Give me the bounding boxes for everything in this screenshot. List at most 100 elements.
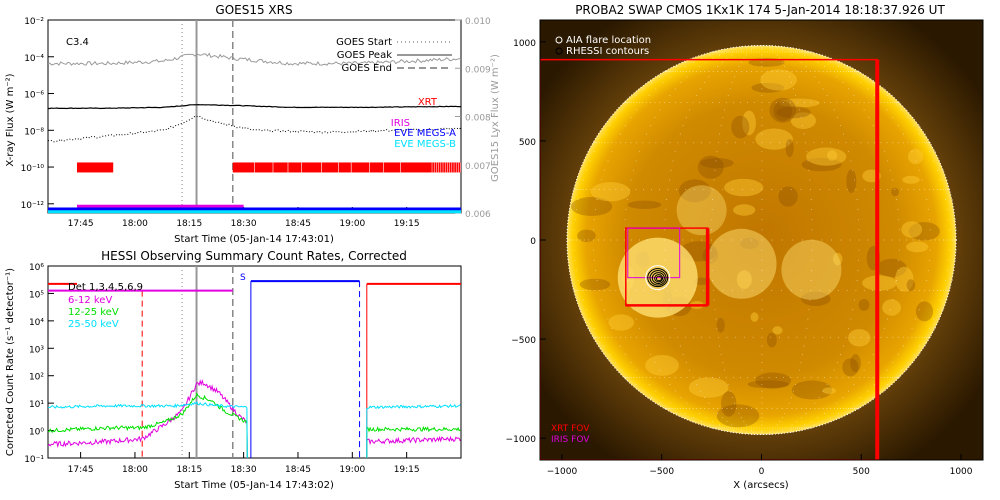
sun-active-region: [781, 239, 842, 300]
goes-y-tick-label: 10⁻¹²: [21, 201, 45, 211]
sun-texture: [724, 178, 764, 197]
goes-y2-tick-label: 0.006: [465, 210, 491, 220]
sun-texture: [858, 299, 870, 311]
sun-texture: [908, 222, 940, 241]
swap-x-tick-label: −1000: [547, 467, 578, 477]
sun-texture: [747, 380, 790, 389]
goes-y2-axis-label: GOES15 Lyx Flux (W m⁻²): [490, 54, 501, 182]
rhessi-contour: [647, 268, 669, 288]
hessi-series-0-late: [366, 435, 461, 458]
hessi-x-axis: 17:45 18:00 18:15 18:30 18:45 19:00 19:15: [68, 452, 420, 475]
sun-texture: [590, 182, 631, 202]
rhessi-contour: [655, 275, 662, 282]
goes-instrument-labels: XRT IRIS EVE MEGS-A EVE MEGS-B: [391, 97, 456, 150]
goes-legend-end-label: GOES End: [342, 63, 392, 74]
rhessi-contour: [654, 274, 664, 283]
hessi-series-1: [47, 392, 248, 459]
goes-series-group: [47, 52, 462, 143]
sun-texture: [842, 358, 859, 377]
sun-texture: [908, 148, 924, 165]
hessi-y-tick-label: 10⁴: [29, 318, 44, 328]
hessi-x-tick-label: 19:15: [394, 465, 420, 475]
goes-y-tick-label: 10⁻⁶: [24, 91, 44, 101]
goes-x-tick-label: 19:00: [339, 219, 365, 229]
sun-active-region: [676, 185, 727, 236]
goes-short-channel-line: [47, 115, 462, 143]
hessi-y-axis: 10⁶ 10⁵ 10⁴ 10³ 10² 10¹ 10⁰ 10⁻¹: [24, 263, 54, 465]
sun-texture: [627, 200, 662, 209]
swap-image-panel: PROBA2 SWAP CMOS 1Kx1K 174 5-Jan-2014 18…: [506, 3, 984, 491]
sun-texture: [822, 387, 836, 395]
goes-y-tick-label: 10⁻¹⁰: [21, 164, 45, 174]
sun-texture: [731, 115, 750, 139]
goes-event-markers: [181, 20, 234, 213]
goes-x-tick-label: 18:45: [285, 219, 311, 229]
goes-x-tick-label: 18:30: [231, 219, 257, 229]
sun-limb-line: [566, 44, 957, 436]
hessi-y-tick-label: 10⁻¹: [24, 455, 44, 465]
sun-texture: [862, 275, 897, 291]
sun-texture: [846, 169, 857, 194]
swap-x-tick-label: −500: [649, 467, 674, 477]
goes-y-tick-label: 10⁻⁴: [24, 54, 44, 64]
hessi-x-axis-label: Start Time (05-Jan-14 17:43:02): [174, 480, 334, 491]
hessi-legend-6-12: 6-12 keV: [68, 295, 112, 306]
sun-texture: [850, 354, 861, 373]
aia-flare-marker: [645, 265, 671, 291]
goes-lyman-line: [47, 52, 462, 67]
heliographic-grid: [566, 44, 957, 436]
hessi-legend-12-25: 12-25 keV: [68, 307, 119, 318]
swap-y-tick-label: 500: [519, 138, 536, 148]
hessi-y-tick-label: 10⁶: [29, 263, 44, 273]
hessi-y-tick-label: 10¹: [29, 400, 44, 410]
sun-texture: [721, 391, 737, 417]
swap-y-axis: 1000 500 0 −500 −1000: [506, 39, 546, 445]
sun-texture: [769, 97, 797, 123]
goes-legend-start-label: GOES Start: [336, 37, 392, 48]
legend-rhessi-marker: [555, 47, 563, 55]
goes-label-eve-a: EVE MEGS-A: [394, 128, 456, 139]
swap-y-tick-label: −500: [511, 336, 536, 346]
sun-texture: [902, 175, 920, 184]
sun-texture: [827, 150, 838, 161]
goes-y2-tick-label: 0.010: [465, 17, 491, 27]
goes-title: GOES15 XRS: [215, 3, 292, 17]
eve-b-coverage-bar: [48, 210, 461, 214]
sun-texture: [577, 229, 596, 242]
goes-y2-tick-label: 0.007: [465, 162, 491, 172]
sun-texture: [570, 197, 613, 216]
goes-y-tick-label: 10⁻⁸: [24, 127, 44, 137]
swap-y-tick-label: 1000: [513, 39, 536, 49]
hessi-legend-25-50: 25-50 keV: [68, 319, 119, 330]
sun-texture: [766, 332, 777, 348]
hessi-x-tick-label: 18:00: [122, 465, 148, 475]
sun-texture: [742, 110, 756, 136]
swap-y-tick-label: 0: [530, 237, 536, 247]
hessi-event-markers: [141, 266, 361, 458]
sun-texture: [791, 380, 833, 400]
goes-label-eve-b: EVE MEGS-B: [394, 139, 456, 150]
sun-texture: [733, 204, 756, 216]
sun-texture: [678, 179, 711, 203]
sun-texture: [751, 82, 785, 93]
sun-texture: [697, 155, 724, 179]
goes-xrs-panel: GOES15 XRS C3.4 10⁻²10⁻⁴10⁻⁶10⁻⁸10⁻¹⁰10⁻…: [5, 3, 501, 245]
iris-fov: [627, 227, 681, 279]
sun-texture: [772, 326, 783, 335]
hessi-series-0: [47, 379, 248, 459]
swap-title: PROBA2 SWAP CMOS 1Kx1K 174 5-Jan-2014 18…: [575, 3, 945, 17]
swap-x-tick-label: 1000: [950, 467, 973, 477]
swap-legend: AIA flare location RHESSI contours: [555, 35, 651, 57]
legend-aia-label: AIA flare location: [566, 35, 651, 46]
hessi-y-tick-label: 10³: [29, 345, 44, 355]
goes-label-iris: IRIS: [391, 118, 410, 129]
sun-texture: [755, 372, 792, 389]
swap-y-tick-label: −1000: [506, 435, 537, 445]
hessi-series-2-late: [366, 403, 461, 458]
swap-x-tick-label: 500: [853, 467, 870, 477]
goes-x-tick-label: 19:15: [394, 219, 420, 229]
hessi-legend-title: Det 1,3,4,5,6,9: [68, 282, 143, 293]
sun-texture: [750, 312, 759, 322]
goes-y-tick-label: 10⁻²: [24, 17, 44, 27]
sun-texture: [778, 186, 798, 207]
